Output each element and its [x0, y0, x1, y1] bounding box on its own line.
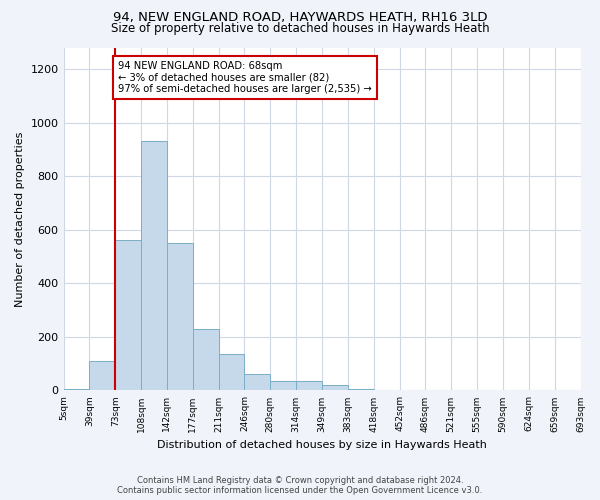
Text: 94 NEW ENGLAND ROAD: 68sqm
← 3% of detached houses are smaller (82)
97% of semi-: 94 NEW ENGLAND ROAD: 68sqm ← 3% of detac…: [118, 61, 372, 94]
Bar: [271, 381, 296, 390]
X-axis label: Distribution of detached houses by size in Haywards Heath: Distribution of detached houses by size …: [157, 440, 487, 450]
Bar: [296, 381, 322, 390]
Bar: [89, 361, 115, 390]
Bar: [348, 389, 374, 390]
Y-axis label: Number of detached properties: Number of detached properties: [15, 132, 25, 306]
Bar: [218, 354, 244, 390]
Bar: [115, 240, 141, 390]
Text: Contains HM Land Registry data © Crown copyright and database right 2024.
Contai: Contains HM Land Registry data © Crown c…: [118, 476, 482, 495]
Bar: [244, 374, 271, 390]
Bar: [167, 243, 193, 390]
Bar: [322, 384, 348, 390]
Bar: [64, 389, 89, 390]
Text: Size of property relative to detached houses in Haywards Heath: Size of property relative to detached ho…: [110, 22, 490, 35]
Bar: [141, 142, 167, 390]
Text: 94, NEW ENGLAND ROAD, HAYWARDS HEATH, RH16 3LD: 94, NEW ENGLAND ROAD, HAYWARDS HEATH, RH…: [113, 11, 487, 24]
Bar: [193, 329, 218, 390]
